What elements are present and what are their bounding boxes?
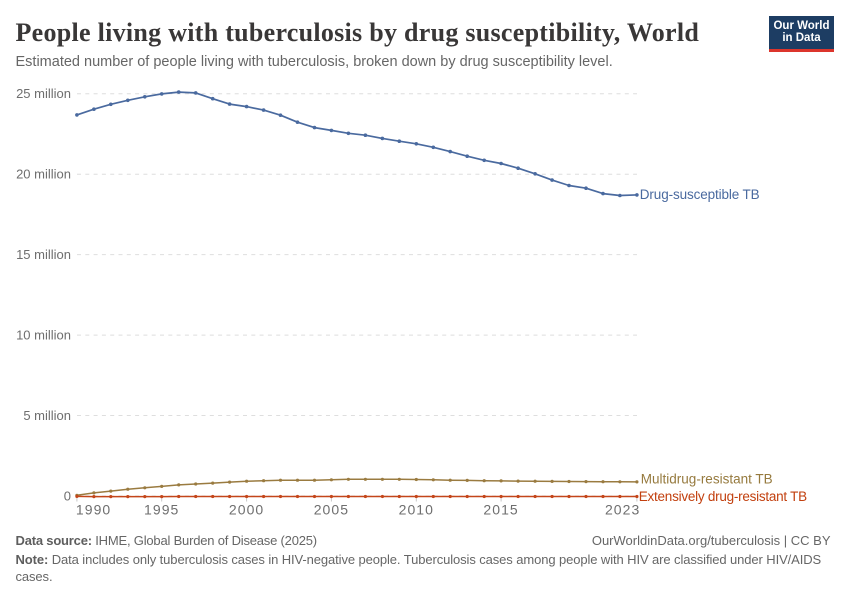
- svg-text:25 million: 25 million: [16, 86, 71, 101]
- svg-text:20 million: 20 million: [16, 167, 71, 182]
- svg-text:2023: 2023: [605, 502, 640, 518]
- svg-text:1995: 1995: [144, 502, 179, 518]
- svg-text:0: 0: [64, 489, 71, 504]
- svg-text:15 million: 15 million: [16, 247, 71, 262]
- svg-text:2005: 2005: [314, 502, 349, 518]
- svg-text:Multidrug-resistant TB: Multidrug-resistant TB: [641, 471, 773, 486]
- svg-text:2015: 2015: [483, 502, 518, 518]
- svg-text:Extensively drug-resistant TB: Extensively drug-resistant TB: [639, 489, 807, 504]
- svg-text:Drug-susceptible TB: Drug-susceptible TB: [640, 187, 760, 202]
- svg-text:5 million: 5 million: [23, 408, 71, 423]
- svg-text:2010: 2010: [399, 502, 434, 518]
- svg-text:1990: 1990: [76, 502, 111, 518]
- svg-text:2000: 2000: [229, 502, 264, 518]
- svg-text:10 million: 10 million: [16, 328, 71, 343]
